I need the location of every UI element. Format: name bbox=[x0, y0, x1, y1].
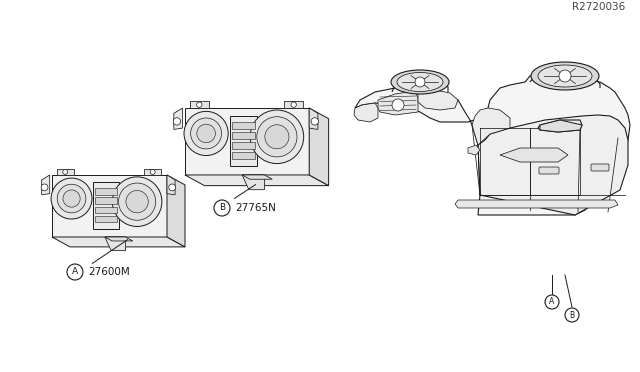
FancyBboxPatch shape bbox=[232, 152, 255, 159]
Polygon shape bbox=[242, 175, 272, 179]
Circle shape bbox=[67, 264, 83, 280]
Circle shape bbox=[173, 118, 180, 125]
FancyBboxPatch shape bbox=[93, 182, 118, 229]
Polygon shape bbox=[167, 175, 185, 247]
Circle shape bbox=[63, 169, 68, 174]
Polygon shape bbox=[468, 145, 480, 155]
Polygon shape bbox=[144, 169, 161, 175]
Circle shape bbox=[392, 99, 404, 111]
Ellipse shape bbox=[397, 73, 443, 92]
Text: R2720036: R2720036 bbox=[572, 2, 625, 12]
Ellipse shape bbox=[538, 65, 592, 87]
Polygon shape bbox=[418, 90, 458, 110]
Text: A: A bbox=[549, 298, 555, 307]
Ellipse shape bbox=[391, 70, 449, 94]
Circle shape bbox=[57, 184, 86, 213]
Polygon shape bbox=[190, 101, 209, 108]
Polygon shape bbox=[185, 108, 309, 175]
Circle shape bbox=[118, 183, 156, 220]
Text: A: A bbox=[72, 267, 78, 276]
Polygon shape bbox=[478, 115, 628, 215]
FancyBboxPatch shape bbox=[95, 188, 116, 195]
FancyBboxPatch shape bbox=[591, 164, 609, 171]
Circle shape bbox=[257, 117, 297, 157]
Polygon shape bbox=[174, 108, 182, 129]
Polygon shape bbox=[309, 108, 329, 186]
Circle shape bbox=[126, 190, 148, 213]
Polygon shape bbox=[56, 169, 74, 175]
FancyBboxPatch shape bbox=[232, 132, 255, 139]
Polygon shape bbox=[455, 200, 618, 208]
Circle shape bbox=[250, 110, 304, 164]
Polygon shape bbox=[472, 108, 510, 145]
FancyBboxPatch shape bbox=[539, 167, 559, 174]
Circle shape bbox=[559, 70, 571, 82]
Circle shape bbox=[41, 184, 48, 191]
Circle shape bbox=[291, 102, 296, 108]
Circle shape bbox=[214, 200, 230, 216]
Circle shape bbox=[184, 111, 228, 155]
Circle shape bbox=[112, 177, 162, 227]
Polygon shape bbox=[309, 108, 318, 129]
Polygon shape bbox=[185, 175, 329, 186]
Polygon shape bbox=[167, 175, 175, 195]
Text: 27765N: 27765N bbox=[235, 203, 276, 213]
Polygon shape bbox=[105, 237, 133, 241]
Circle shape bbox=[197, 124, 216, 143]
Polygon shape bbox=[500, 148, 568, 162]
Polygon shape bbox=[355, 75, 630, 215]
Polygon shape bbox=[42, 175, 50, 195]
Polygon shape bbox=[284, 101, 303, 108]
Polygon shape bbox=[52, 175, 167, 237]
Circle shape bbox=[415, 77, 425, 87]
Circle shape bbox=[545, 295, 559, 309]
Polygon shape bbox=[538, 120, 582, 132]
Polygon shape bbox=[52, 237, 185, 247]
FancyBboxPatch shape bbox=[230, 116, 257, 166]
Text: B: B bbox=[219, 203, 225, 212]
FancyBboxPatch shape bbox=[95, 206, 116, 213]
FancyBboxPatch shape bbox=[232, 122, 255, 129]
Circle shape bbox=[565, 308, 579, 322]
Polygon shape bbox=[354, 103, 378, 122]
Text: B: B bbox=[570, 311, 575, 320]
Circle shape bbox=[51, 178, 92, 219]
Polygon shape bbox=[378, 91, 418, 115]
FancyBboxPatch shape bbox=[232, 142, 255, 149]
Circle shape bbox=[191, 118, 221, 149]
FancyBboxPatch shape bbox=[95, 197, 116, 204]
FancyBboxPatch shape bbox=[95, 216, 116, 222]
Circle shape bbox=[63, 190, 80, 207]
Circle shape bbox=[265, 125, 289, 149]
Circle shape bbox=[150, 169, 155, 174]
Polygon shape bbox=[242, 175, 264, 190]
Circle shape bbox=[196, 102, 202, 108]
Circle shape bbox=[311, 118, 319, 125]
Polygon shape bbox=[105, 237, 125, 251]
Text: 27600M: 27600M bbox=[88, 267, 130, 277]
Ellipse shape bbox=[531, 62, 599, 90]
Polygon shape bbox=[540, 120, 582, 132]
Circle shape bbox=[169, 184, 175, 191]
